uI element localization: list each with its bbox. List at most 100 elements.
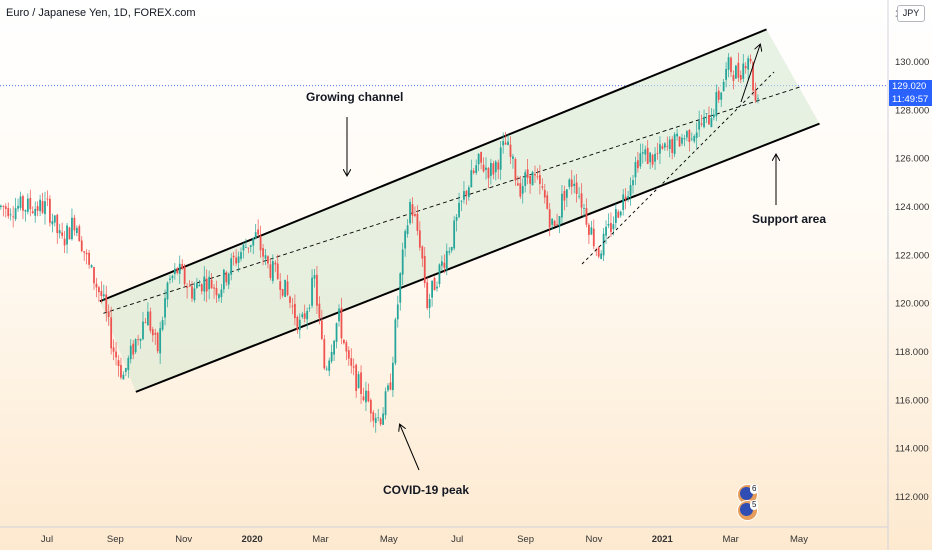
candle-body (717, 90, 720, 100)
candle-body (448, 251, 451, 253)
candle-body (470, 170, 473, 188)
candle-body (556, 224, 558, 225)
candle-body (561, 193, 563, 218)
candle-body (227, 273, 230, 285)
currency-badge[interactable]: JPY (897, 5, 925, 22)
candle-body (612, 224, 615, 230)
candle-body (122, 374, 125, 380)
time-tick-label: Sep (517, 534, 534, 545)
candle-body (289, 296, 291, 303)
candle-body (485, 167, 487, 170)
price-tick-label: 128.000 (895, 105, 929, 116)
candle-body (355, 364, 358, 391)
candle-body (720, 92, 723, 100)
candle-body (597, 247, 600, 257)
candle-body (592, 228, 595, 247)
candle-body (90, 265, 93, 268)
time-tick-label: May (790, 534, 808, 545)
candle-body (384, 391, 387, 416)
candle-body (668, 139, 671, 149)
candle-body (637, 160, 639, 169)
candle-body (369, 399, 372, 414)
candle-body (752, 62, 754, 91)
candle-body (269, 264, 272, 278)
candle-body (374, 417, 377, 423)
candle-body (624, 196, 627, 200)
candle-body (570, 179, 573, 187)
candle-body (0, 205, 2, 208)
candle-body (66, 225, 68, 245)
price-tick-label: 122.000 (895, 250, 929, 261)
candle-body (78, 226, 81, 242)
candle-body (93, 267, 95, 284)
candle-body (105, 294, 108, 312)
candle-body (230, 258, 233, 275)
candle-body (443, 262, 446, 268)
candle-body (362, 396, 365, 400)
candle-body (164, 298, 166, 318)
time-tick-label: 2021 (652, 534, 674, 545)
candle-body (742, 63, 745, 79)
candle-body (328, 360, 331, 371)
candle-body (24, 210, 27, 212)
candle-body (264, 255, 267, 259)
candle-body (294, 303, 296, 319)
candle-body (651, 154, 654, 165)
candle-body (686, 131, 688, 138)
time-tick-label: Mar (722, 534, 738, 545)
candle-body (524, 172, 527, 186)
candle-body (539, 175, 541, 184)
candle-body (563, 190, 566, 201)
candle-body (36, 206, 39, 211)
candle-body (666, 145, 669, 147)
candle-body (330, 351, 333, 362)
candle-body (115, 351, 117, 358)
candle-body (147, 311, 149, 326)
candle-body (690, 138, 693, 140)
candle-body (705, 113, 708, 114)
candle-body (671, 138, 674, 153)
candle-body (61, 232, 64, 236)
candle-body (749, 58, 752, 62)
price-tick-label: 124.000 (895, 202, 929, 213)
candle-body (541, 186, 544, 188)
candle-body (127, 358, 130, 370)
candle-body (14, 208, 17, 220)
candle-body (262, 248, 264, 257)
candle-body (553, 220, 556, 226)
candle-body (453, 220, 456, 249)
candle-body (7, 207, 10, 217)
candle-body (80, 240, 83, 252)
eu-flag-icon[interactable]: 5 (737, 500, 759, 521)
candle-body (722, 81, 725, 92)
candle-body (303, 313, 306, 319)
candle-body (142, 321, 144, 340)
candle-body (4, 206, 7, 209)
candle-body (112, 347, 115, 352)
candle-body (646, 147, 649, 164)
time-tick-label: 2020 (242, 534, 263, 545)
candle-body (497, 162, 500, 170)
candle-body (737, 62, 740, 78)
candle-body (247, 247, 250, 249)
event-count: 6 (750, 484, 759, 494)
candle-body (298, 319, 301, 331)
candle-body (205, 278, 208, 292)
candle-body (343, 339, 345, 344)
candle-body (703, 116, 705, 128)
candle-body (617, 211, 620, 218)
candle-body (102, 294, 105, 297)
candle-body (73, 217, 76, 231)
candle-body (548, 209, 551, 228)
candle-body (565, 189, 568, 198)
time-tick-label: Nov (585, 534, 602, 545)
economic-events[interactable]: 6 5 (737, 484, 761, 521)
candle-body (267, 256, 269, 264)
time-axis[interactable]: Jul Sep Nov 2020 Mar May Jul Sep Nov 2021 Mar May (0, 526, 888, 545)
candle-body (68, 227, 71, 240)
candle-body (12, 216, 15, 218)
channel-upper-line (99, 28, 767, 303)
candle-body (220, 289, 223, 298)
